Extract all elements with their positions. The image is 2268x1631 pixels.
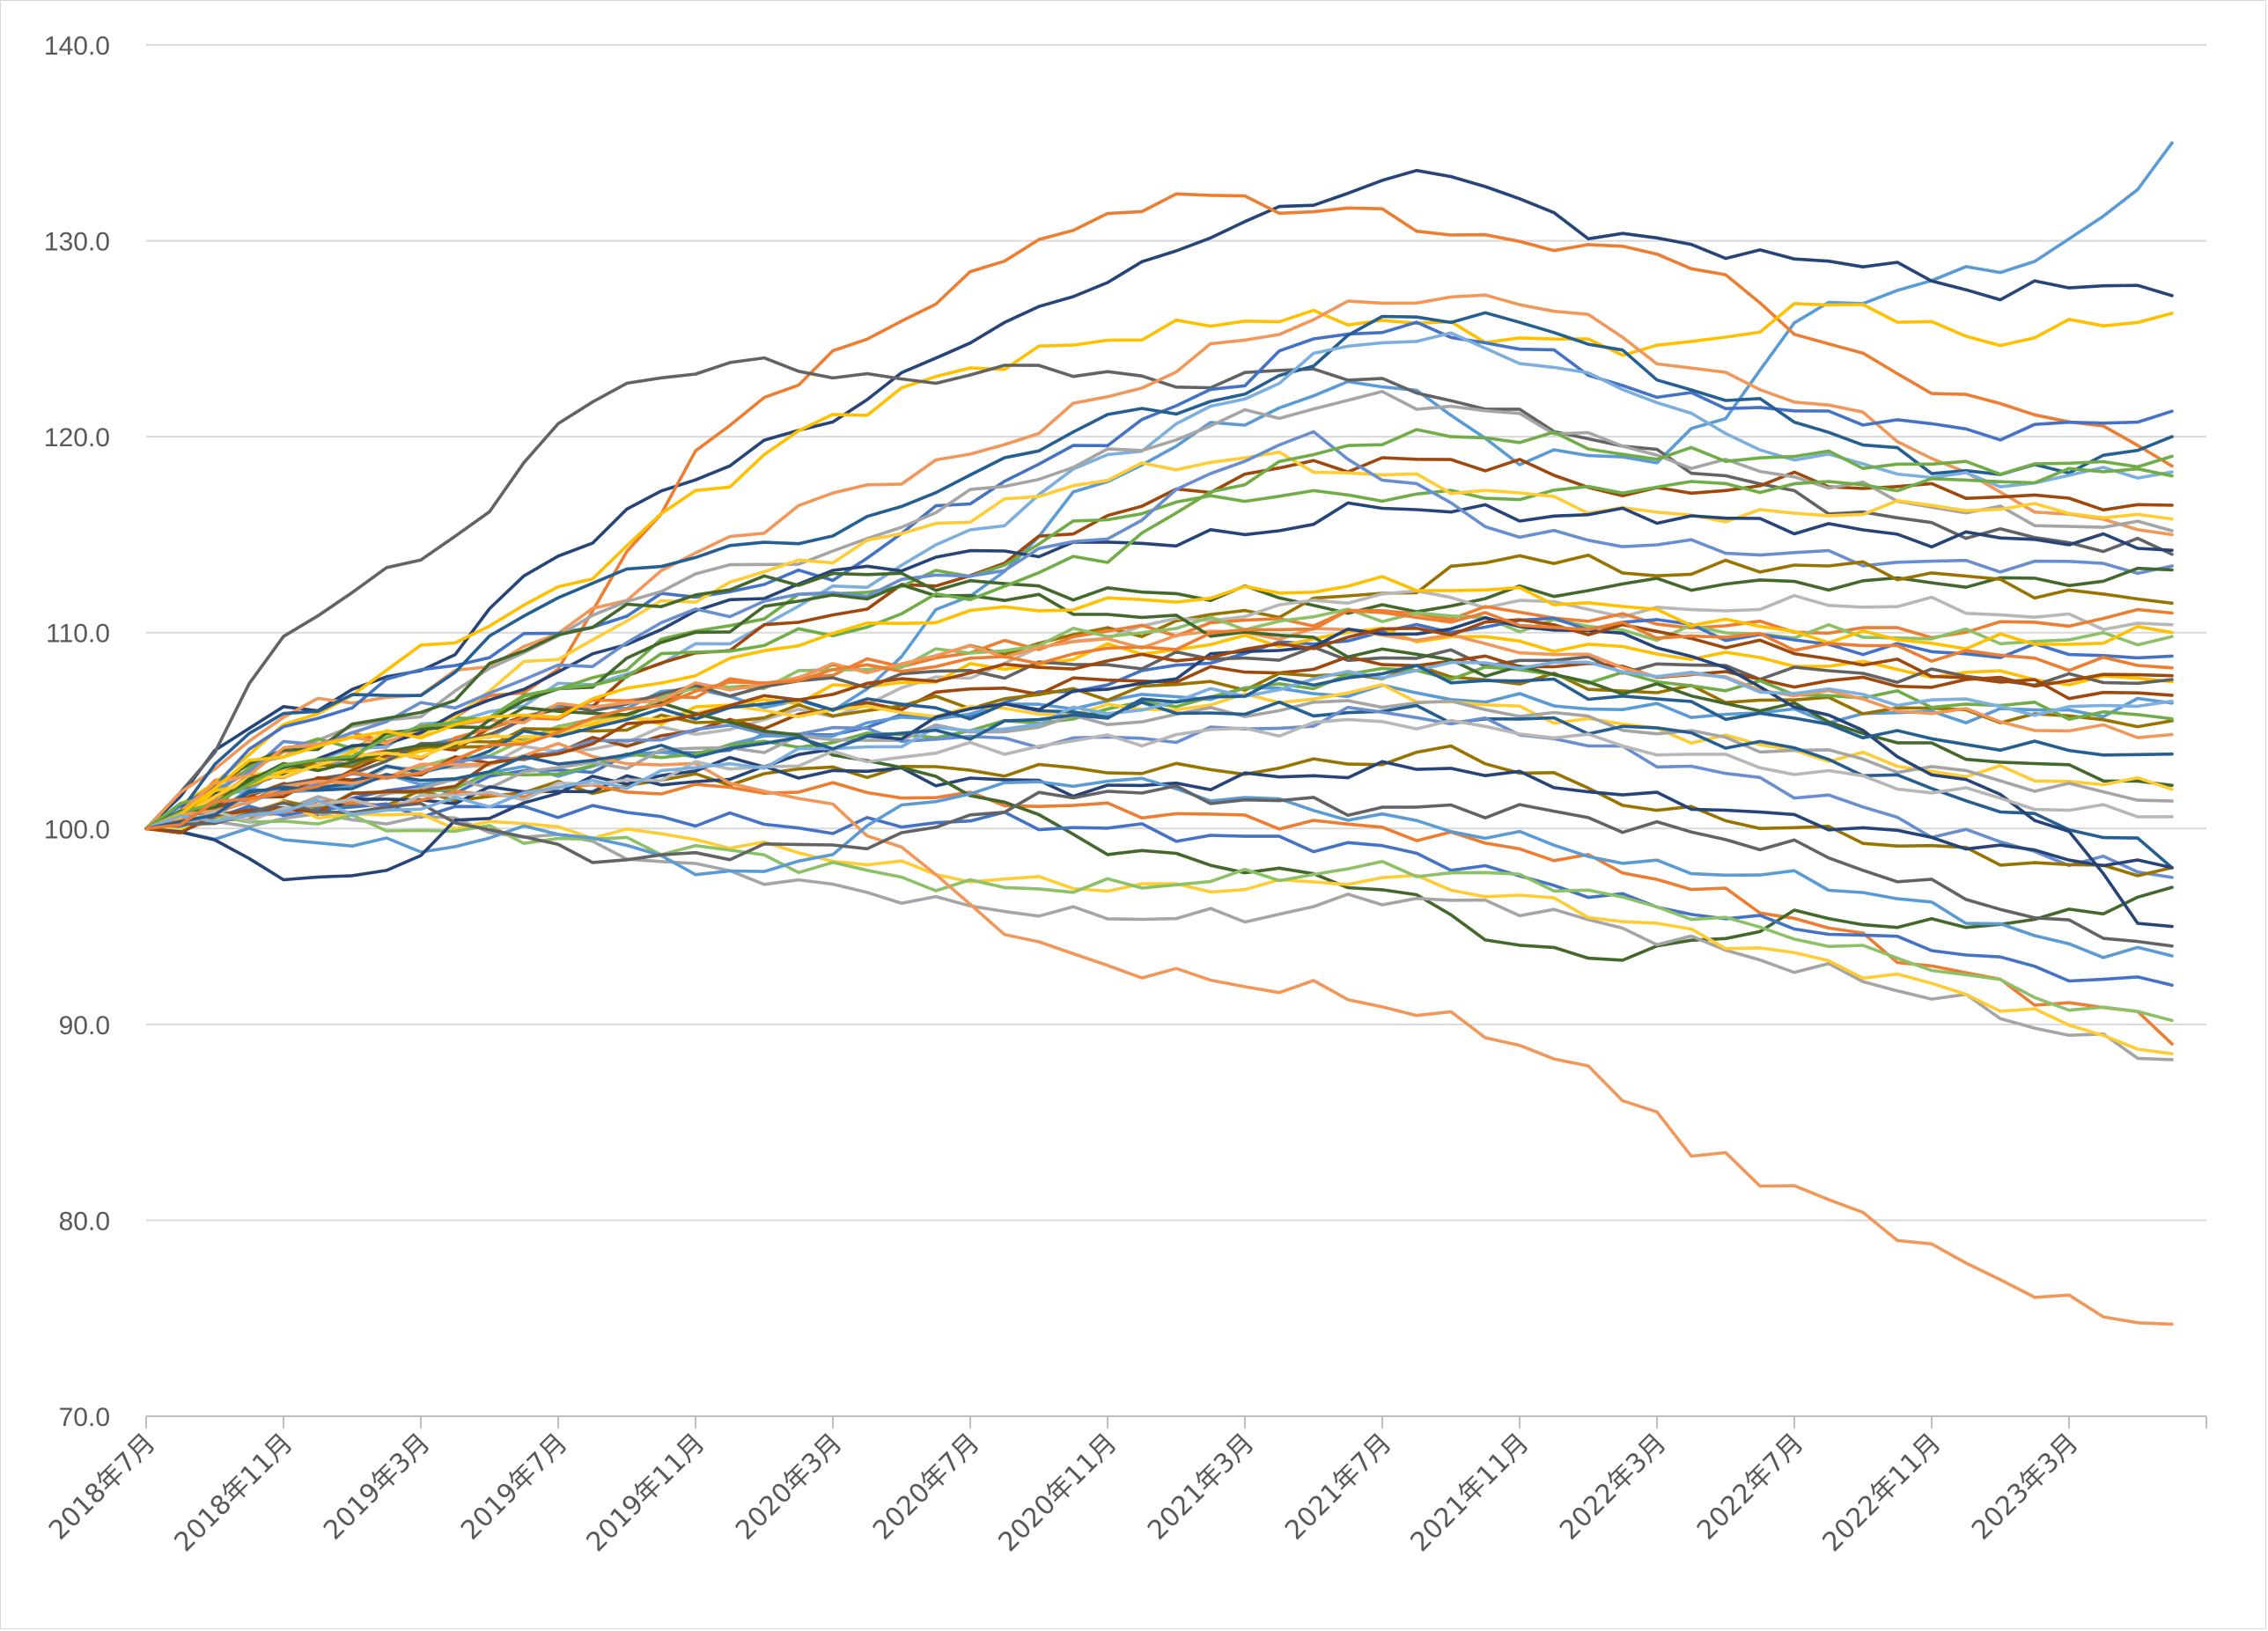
series-line-s21 <box>144 616 2174 833</box>
x-tick-label: 2018年7月 <box>43 1428 162 1547</box>
x-tick-label: 2019年3月 <box>318 1428 437 1547</box>
y-tick-label: 130.0 <box>44 228 110 257</box>
series-line-s17 <box>144 553 2174 831</box>
series-line-s31 <box>144 699 2174 831</box>
y-axis-tick-labels: 140.0 130.0 120.0 110.0 100.0 90.0 80.0 70.0 <box>44 32 110 1432</box>
x-tick-label: 2018年11月 <box>168 1428 298 1558</box>
series-line-s49 <box>144 575 2174 831</box>
series-line-s16 <box>144 566 2174 831</box>
x-tick-label: 2021年3月 <box>1142 1428 1261 1547</box>
series-line-s9 <box>144 331 2174 831</box>
series-line-s4 <box>144 302 2174 831</box>
series-line-s14 <box>144 501 2174 831</box>
x-tick-label: 2019年7月 <box>455 1428 574 1547</box>
x-tick-label: 2022年7月 <box>1691 1428 1810 1547</box>
y-tick-label: 140.0 <box>44 32 110 61</box>
series-line-s48 <box>144 784 2174 948</box>
series-line-s46 <box>144 618 2174 834</box>
series-line-s51 <box>144 664 2174 831</box>
series-line-s47 <box>144 717 2174 831</box>
series-line-s42 <box>144 741 2174 1326</box>
series-line-s29 <box>144 583 2174 831</box>
x-tick-label: 2019年11月 <box>580 1428 711 1558</box>
series-line-s30 <box>144 683 2174 831</box>
series-line-s2 <box>144 168 2174 831</box>
series-line-s3 <box>144 192 2174 831</box>
series-line-s44 <box>144 616 2174 929</box>
y-tick-label: 100.0 <box>44 815 110 844</box>
y-tick-label: 120.0 <box>44 423 110 452</box>
series-line-s11 <box>144 390 2174 831</box>
series-line-s15 <box>144 430 2174 831</box>
series-line-s36 <box>144 781 2174 1046</box>
series-lines <box>144 141 2174 1326</box>
x-axis <box>145 1415 2207 1429</box>
x-tick-label: 2021年7月 <box>1279 1428 1398 1547</box>
y-tick-label: 90.0 <box>59 1011 110 1040</box>
y-tick-label: 80.0 <box>59 1207 110 1236</box>
x-tick-label: 2022年3月 <box>1554 1428 1673 1547</box>
series-line-s37 <box>144 701 2174 962</box>
x-axis-tick-labels: 2018年7月 2018年11月 2019年3月 2019年7月 2019年11月 202… <box>43 1428 2085 1558</box>
x-tick-label: 2023年3月 <box>1966 1428 2085 1547</box>
series-line-s43 <box>144 776 2174 959</box>
series-line-s28 <box>144 627 2174 831</box>
x-tick-label: 2022年11月 <box>1816 1428 1947 1558</box>
series-line-s52 <box>144 608 2174 831</box>
y-tick-label: 110.0 <box>46 620 110 649</box>
gridlines <box>146 44 2206 1222</box>
series-line-s8 <box>144 311 2174 831</box>
x-tick-label: 2020年7月 <box>867 1428 986 1547</box>
x-tick-label: 2020年11月 <box>992 1428 1123 1558</box>
x-tick-label: 2020年3月 <box>730 1428 849 1547</box>
series-line-s32 <box>144 697 2174 870</box>
x-tick-label: 2021年11月 <box>1404 1428 1535 1558</box>
series-line-s7 <box>144 320 2174 831</box>
y-tick-label: 70.0 <box>59 1403 110 1432</box>
series-line-s41 <box>144 813 2174 1023</box>
series-line-s50 <box>144 660 2174 831</box>
series-line-s40 <box>144 799 2174 1055</box>
